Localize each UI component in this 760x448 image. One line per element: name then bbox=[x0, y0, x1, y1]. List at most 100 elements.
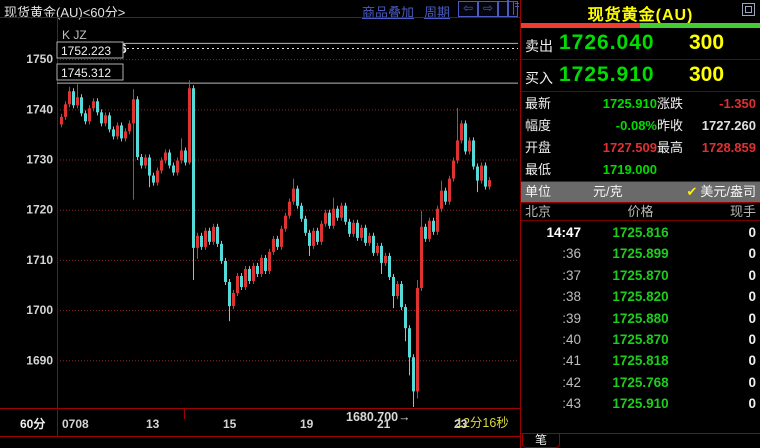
candle-body bbox=[364, 227, 367, 243]
tick-row: :36 1725.899 0 bbox=[521, 243, 760, 264]
y-axis-label: 1740 bbox=[26, 102, 53, 116]
unit-option-usd-ounce[interactable]: ✔ 美元/盎司 bbox=[686, 182, 756, 202]
stat-label: 幅度 bbox=[525, 118, 552, 133]
candle-body bbox=[188, 88, 191, 163]
candle-body bbox=[180, 150, 183, 161]
topbar-divider bbox=[0, 17, 521, 18]
candle-body bbox=[400, 284, 403, 308]
candle-body bbox=[256, 265, 259, 274]
candle-body bbox=[340, 205, 343, 218]
candle-body bbox=[404, 307, 407, 329]
unit-toggle-row: 单位 元/克 ✔ 美元/盎司 bbox=[521, 181, 760, 203]
candle-body bbox=[448, 178, 451, 202]
unit-option-cny-gram[interactable]: 元/克 bbox=[593, 184, 623, 199]
period-link[interactable]: 周期 bbox=[424, 5, 451, 20]
candle-body bbox=[88, 108, 91, 122]
candle-body bbox=[64, 104, 67, 117]
candle-body bbox=[176, 160, 179, 173]
tick-time: :41 bbox=[562, 353, 581, 369]
candle-body bbox=[136, 99, 139, 158]
candle-body bbox=[324, 212, 327, 224]
candle-body bbox=[132, 99, 135, 124]
candle-body bbox=[392, 276, 395, 297]
candle-body bbox=[208, 230, 211, 242]
x-axis-label: 23 bbox=[454, 417, 468, 431]
y-axis-label: 1750 bbox=[26, 52, 53, 66]
candle-body bbox=[468, 140, 471, 152]
candle-body bbox=[424, 226, 427, 239]
candle-body bbox=[260, 257, 263, 274]
candle-body bbox=[104, 115, 107, 124]
candle-body bbox=[76, 97, 79, 106]
next-arrow-icon[interactable]: ⇨ bbox=[478, 1, 498, 17]
candle-body bbox=[436, 208, 439, 232]
split-window-glyph bbox=[507, 0, 519, 16]
candle-body bbox=[240, 275, 243, 288]
candle-body bbox=[284, 215, 287, 229]
level-value-box bbox=[56, 63, 124, 81]
stat-label bbox=[657, 159, 701, 181]
level-value-text: 1752.223 bbox=[61, 44, 111, 58]
candle-body bbox=[336, 208, 339, 218]
tick-row: :40 1725.870 0 bbox=[521, 329, 760, 350]
tick-price: 1725.816 bbox=[612, 225, 669, 240]
tick-row: 14:47 1725.816 0 bbox=[521, 222, 760, 243]
candle-body bbox=[412, 357, 415, 392]
candle-body bbox=[344, 205, 347, 222]
y-axis-label: 1690 bbox=[26, 353, 53, 367]
candle-body bbox=[316, 230, 319, 242]
panel-tab-bar: 笔 bbox=[521, 433, 760, 448]
tick-time: 14:47 bbox=[546, 225, 581, 240]
candle-body bbox=[348, 221, 351, 234]
stat-value: 1725.910 bbox=[602, 96, 657, 111]
candle-body bbox=[204, 230, 207, 247]
candle-body bbox=[72, 91, 75, 106]
candle-body bbox=[372, 235, 375, 253]
tick-time: :39 bbox=[562, 310, 581, 326]
candle-body bbox=[360, 227, 363, 238]
buy-size: 300 bbox=[689, 63, 725, 86]
y-axis-label: 1700 bbox=[26, 303, 53, 317]
candle-body bbox=[84, 113, 87, 122]
candle-body bbox=[388, 255, 391, 277]
tick-table-header: 北京 价格 现手 bbox=[521, 203, 760, 221]
tab-tick[interactable]: 笔 bbox=[522, 434, 560, 448]
restore-window-icon[interactable] bbox=[742, 3, 755, 16]
quote-panel: 现货黄金(AU) 卖出 1726.040 300 买入 1725.910 300… bbox=[520, 0, 760, 448]
candle-body bbox=[192, 88, 195, 248]
buy-price: 1725.910 bbox=[559, 63, 655, 86]
candle-body bbox=[456, 140, 459, 161]
candle-body bbox=[116, 125, 119, 137]
stat-label: 最低 bbox=[525, 162, 552, 177]
indicator-label: K JZ bbox=[62, 28, 87, 42]
y-axis-label: 1720 bbox=[26, 203, 53, 217]
stat-label: 开盘 bbox=[525, 140, 552, 155]
y-axis-label: 1710 bbox=[26, 253, 53, 267]
stat-label: 昨收 bbox=[657, 118, 684, 133]
col-header-price: 价格 bbox=[627, 204, 654, 219]
split-window-icon[interactable] bbox=[498, 0, 519, 17]
candle-body bbox=[352, 222, 355, 234]
candle-body bbox=[272, 238, 275, 252]
candle-body bbox=[464, 123, 467, 152]
sell-label: 卖出 bbox=[525, 38, 553, 54]
tick-vol: 0 bbox=[748, 331, 756, 347]
candle-body bbox=[212, 226, 215, 242]
candle-body bbox=[444, 190, 447, 202]
tick-time: :42 bbox=[562, 374, 581, 390]
tick-vol: 0 bbox=[748, 267, 756, 283]
period-label: 60分 bbox=[20, 416, 45, 431]
candle-countdown: 12分16秒 bbox=[456, 416, 509, 430]
overlay-commodity-link[interactable]: 商品叠加 bbox=[362, 5, 415, 20]
y-axis-label: 1730 bbox=[26, 153, 53, 167]
prev-arrow-icon[interactable]: ⇦ bbox=[458, 1, 478, 17]
candle-body bbox=[312, 230, 315, 246]
candle-body bbox=[328, 212, 331, 226]
stat-value: -0.08% bbox=[615, 118, 657, 133]
candle-body bbox=[196, 235, 199, 248]
quote-stats: 最新 1725.910 涨跌 -1.350 幅度 -0.08% 昨收 1727.260 开盘 17… bbox=[521, 93, 760, 181]
candle-body bbox=[308, 232, 311, 246]
candle-body bbox=[252, 265, 255, 281]
